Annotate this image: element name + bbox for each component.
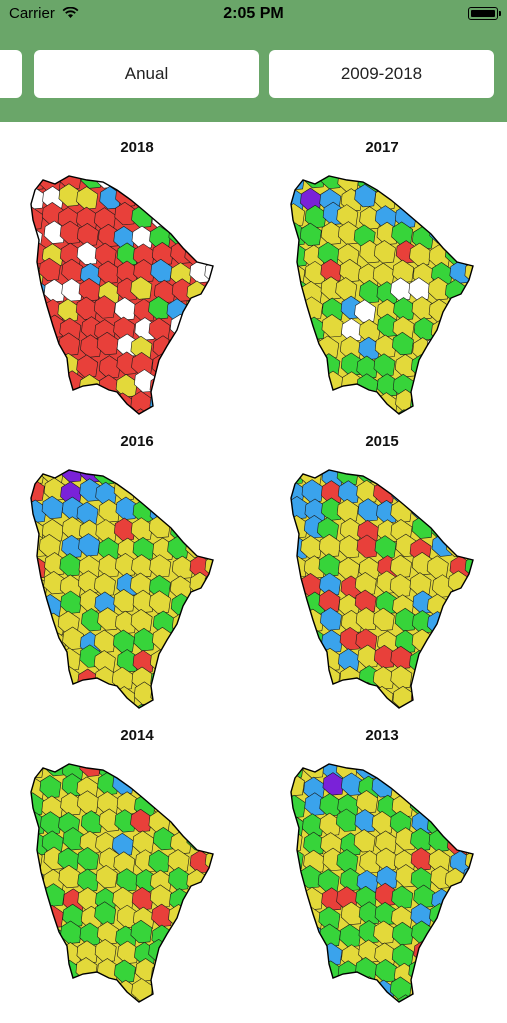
year-map[interactable] xyxy=(25,464,225,724)
choropleth-map xyxy=(290,469,474,709)
range-selector-button[interactable]: 2009-2018 xyxy=(269,50,494,98)
choropleth-map xyxy=(290,175,474,415)
year-label: 2018 xyxy=(120,139,154,156)
year-map[interactable] xyxy=(25,758,225,1018)
year-map[interactable] xyxy=(285,464,485,724)
year-map[interactable] xyxy=(25,170,225,430)
wifi-icon xyxy=(62,6,79,23)
choropleth-map xyxy=(30,763,214,1003)
choropleth-map xyxy=(30,469,214,709)
partial-selector-button[interactable] xyxy=(0,50,22,98)
clock: 2:05 PM xyxy=(223,5,284,22)
choropleth-map xyxy=(30,175,214,415)
year-label: 2016 xyxy=(120,433,154,450)
carrier-label: Carrier xyxy=(9,5,55,22)
period-selector-button[interactable]: Anual xyxy=(34,50,259,98)
status-bar: Carrier 2:05 PM xyxy=(0,0,507,28)
year-label: 2015 xyxy=(365,433,399,450)
year-map[interactable] xyxy=(285,758,485,1018)
map-grid: 2018 2017 2016 2015 2014 2013 xyxy=(0,122,507,1003)
year-label: 2013 xyxy=(365,727,399,744)
top-bar: Carrier 2:05 PM Anual 2009-2018 xyxy=(0,0,507,122)
year-label: 2014 xyxy=(120,727,154,744)
battery-icon xyxy=(468,7,501,20)
year-label: 2017 xyxy=(365,139,399,156)
choropleth-map xyxy=(290,763,474,1003)
year-map[interactable] xyxy=(285,170,485,430)
